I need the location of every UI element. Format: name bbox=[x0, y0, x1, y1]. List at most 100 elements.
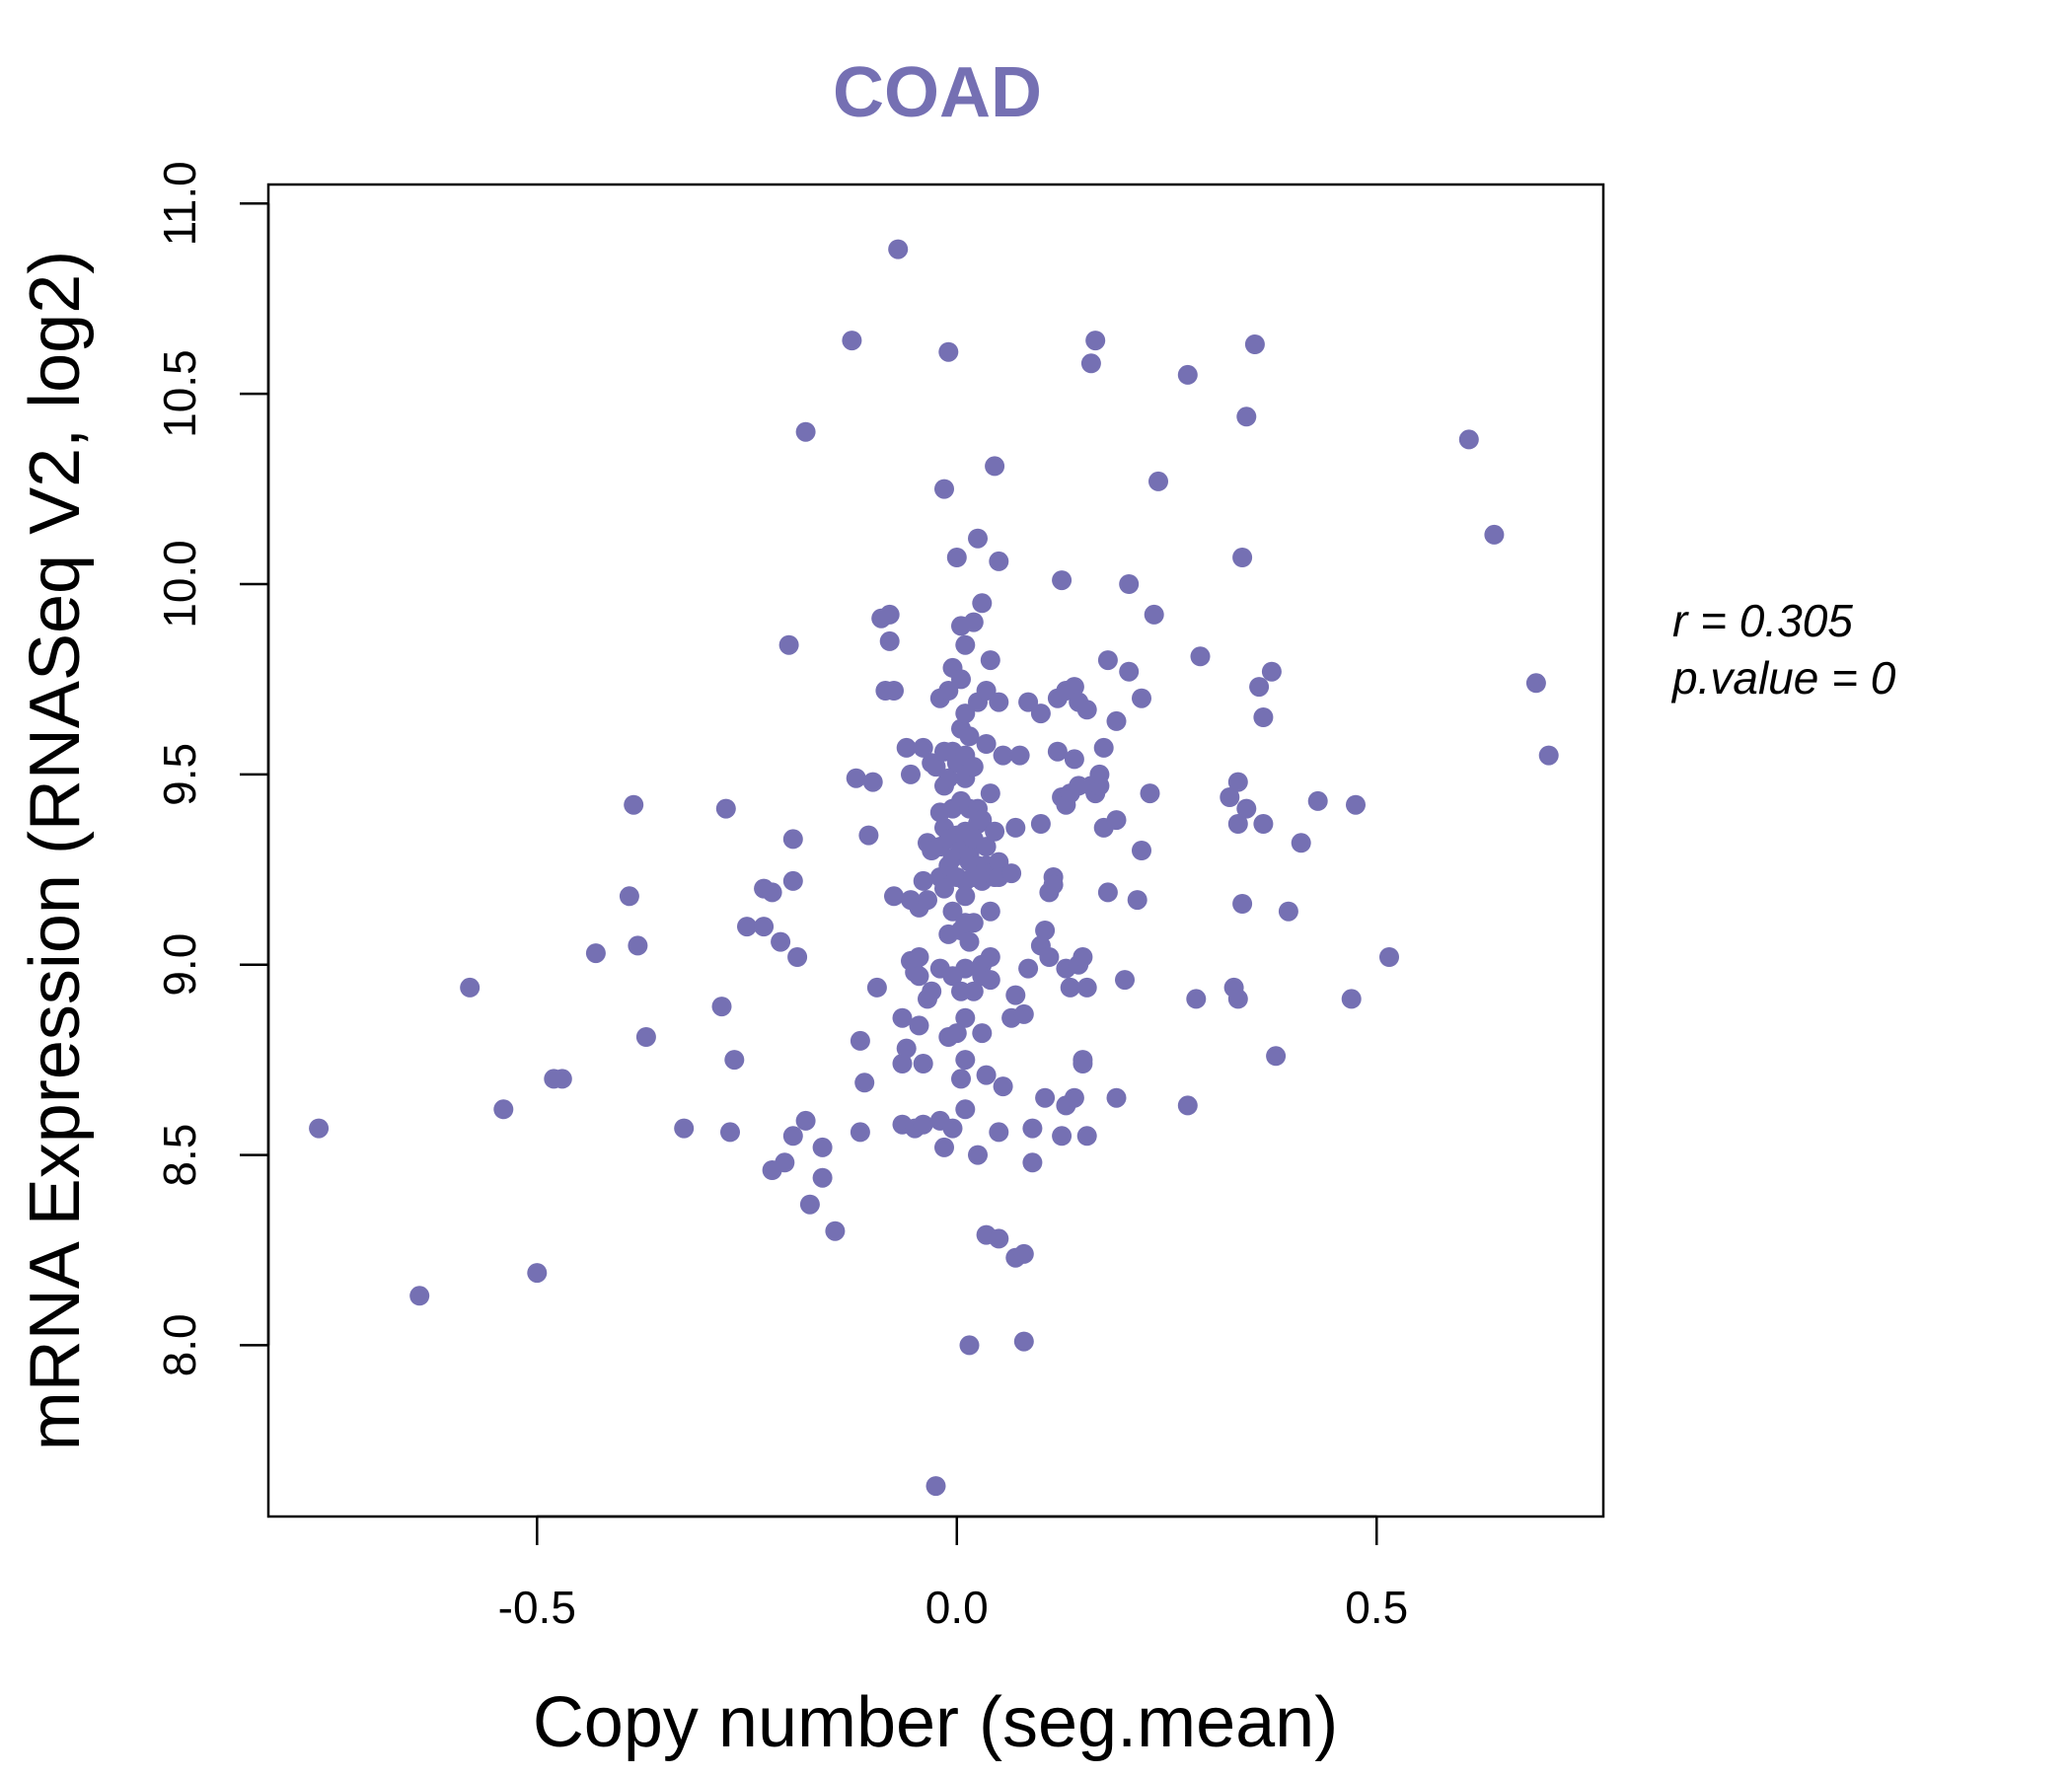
data-point bbox=[938, 681, 959, 701]
data-point bbox=[1005, 817, 1026, 838]
y-tick-label: 10.0 bbox=[154, 540, 205, 629]
data-point bbox=[955, 1050, 976, 1071]
data-point bbox=[1076, 700, 1097, 720]
data-point bbox=[918, 890, 937, 911]
data-point bbox=[989, 1228, 1009, 1249]
data-point bbox=[980, 970, 1000, 991]
data-point bbox=[955, 958, 976, 979]
data-points bbox=[309, 239, 1559, 1497]
data-point bbox=[754, 917, 775, 937]
y-axis-title: mRNA Expression (RNASeq V2, log2) bbox=[16, 251, 95, 1450]
data-point bbox=[972, 1023, 993, 1044]
data-point bbox=[976, 1065, 997, 1085]
p-value-label: p.value = 0 bbox=[1670, 652, 1896, 703]
data-point bbox=[1190, 646, 1211, 667]
data-point bbox=[934, 479, 954, 499]
data-point bbox=[1346, 794, 1366, 815]
data-point bbox=[972, 593, 993, 614]
data-point bbox=[1047, 741, 1068, 762]
data-point bbox=[1013, 1243, 1034, 1264]
data-point bbox=[1266, 1046, 1287, 1067]
data-point bbox=[552, 1069, 572, 1089]
data-point bbox=[787, 947, 808, 967]
data-point bbox=[1060, 977, 1080, 998]
data-point bbox=[1236, 407, 1257, 427]
data-point bbox=[1052, 1126, 1073, 1147]
y-tick-label: 11.0 bbox=[154, 161, 205, 246]
data-point bbox=[624, 794, 644, 815]
data-point bbox=[913, 1114, 933, 1135]
data-point bbox=[1022, 1118, 1043, 1139]
data-point bbox=[1261, 661, 1282, 682]
data-point bbox=[985, 821, 1005, 842]
data-point bbox=[942, 1118, 963, 1139]
data-point bbox=[1119, 661, 1140, 682]
data-point bbox=[1013, 1003, 1034, 1024]
x-tick-label: -0.5 bbox=[498, 1582, 576, 1633]
data-point bbox=[628, 935, 648, 956]
y-tick-label: 9.5 bbox=[154, 743, 205, 806]
data-point bbox=[1064, 677, 1084, 698]
data-point bbox=[963, 981, 984, 1001]
data-point bbox=[909, 966, 929, 987]
data-point bbox=[913, 1054, 933, 1073]
data-point bbox=[1127, 890, 1147, 911]
data-point bbox=[1097, 882, 1118, 903]
data-point bbox=[1001, 863, 1022, 884]
data-point bbox=[922, 981, 942, 1001]
data-point bbox=[799, 1194, 820, 1215]
data-point bbox=[1035, 921, 1056, 940]
y-tick-label: 8.0 bbox=[154, 1313, 205, 1376]
data-point bbox=[1106, 1087, 1127, 1108]
data-point bbox=[976, 734, 997, 754]
data-point bbox=[1039, 947, 1060, 967]
data-point bbox=[1064, 749, 1084, 770]
data-point bbox=[1119, 574, 1140, 594]
data-point bbox=[1227, 772, 1248, 792]
data-point bbox=[842, 331, 862, 351]
data-point bbox=[989, 851, 1009, 872]
data-point bbox=[942, 901, 963, 922]
data-point bbox=[1484, 524, 1505, 545]
x-axis: -0.5 0.0 0.5 bbox=[498, 1515, 1408, 1633]
data-point bbox=[493, 1099, 514, 1120]
data-point bbox=[913, 737, 933, 758]
data-point bbox=[1076, 977, 1097, 998]
y-axis: 8.0 8.5 9.0 9.5 10.0 10.5 11.0 bbox=[154, 161, 270, 1376]
data-point bbox=[951, 669, 971, 690]
data-point bbox=[892, 1054, 913, 1073]
data-point bbox=[854, 1073, 875, 1093]
data-point bbox=[955, 1099, 976, 1120]
data-point bbox=[674, 1118, 695, 1139]
data-point bbox=[737, 917, 757, 937]
data-point bbox=[1249, 677, 1270, 698]
data-point bbox=[946, 548, 967, 567]
chart-title: COAD bbox=[833, 53, 1042, 132]
data-point bbox=[782, 1126, 803, 1147]
data-point bbox=[724, 1050, 745, 1071]
data-point bbox=[1018, 958, 1039, 979]
data-point bbox=[1458, 429, 1479, 450]
data-point bbox=[1220, 787, 1240, 807]
data-point bbox=[993, 1076, 1013, 1097]
data-point bbox=[527, 1263, 548, 1284]
data-point bbox=[711, 997, 732, 1017]
data-point bbox=[1106, 810, 1127, 831]
data-point bbox=[925, 757, 946, 777]
data-point bbox=[1089, 764, 1110, 784]
data-point bbox=[976, 837, 997, 857]
data-point bbox=[955, 634, 976, 655]
data-point bbox=[1052, 570, 1073, 591]
data-point bbox=[963, 913, 984, 933]
data-point bbox=[1073, 947, 1093, 967]
data-point bbox=[925, 1476, 946, 1497]
data-point bbox=[884, 886, 904, 907]
y-tick-label: 8.5 bbox=[154, 1124, 205, 1187]
data-point bbox=[989, 551, 1009, 571]
data-point bbox=[963, 612, 984, 632]
data-point bbox=[879, 604, 900, 625]
data-point bbox=[1030, 703, 1051, 724]
data-point bbox=[909, 947, 929, 967]
data-point bbox=[968, 1145, 988, 1165]
